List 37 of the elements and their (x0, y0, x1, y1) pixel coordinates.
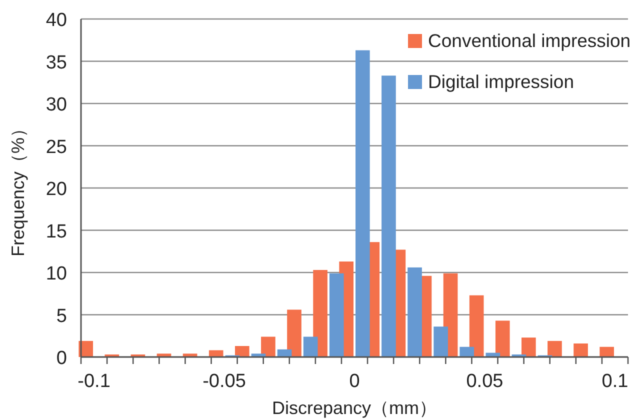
x-tick-label: 0 (349, 371, 360, 392)
y-axis-title: Frequency（%） (8, 119, 28, 257)
bar (408, 267, 422, 357)
x-axis-title: Discrepancy（mm） (272, 398, 438, 418)
bar (287, 310, 302, 357)
x-tick-label: 0.05 (466, 371, 504, 392)
x-tick-label: -0.05 (202, 371, 246, 392)
bar (313, 270, 328, 357)
bar (600, 346, 614, 357)
y-tick-label: 0 (56, 348, 67, 369)
bar (329, 273, 344, 357)
bar (495, 320, 510, 357)
y-tick-label: 25 (46, 136, 67, 158)
bar (469, 295, 484, 357)
bar (382, 76, 396, 357)
bar (460, 346, 474, 357)
bar (208, 350, 224, 357)
legend-label: Digital impression (428, 71, 574, 92)
bar (277, 349, 292, 357)
x-tick-label: -0.1 (78, 371, 110, 392)
bar (356, 50, 370, 357)
x-tick-label: 0.1 (602, 371, 628, 392)
bar (261, 336, 276, 357)
y-tick-label: 10 (46, 264, 67, 284)
bar (234, 346, 250, 357)
bar (434, 326, 448, 357)
bar (574, 343, 588, 357)
bar (548, 340, 562, 357)
bar (303, 336, 318, 357)
legend-label: Conventional impression (428, 30, 631, 51)
y-tick-label: 35 (46, 52, 67, 74)
bar (522, 338, 536, 357)
y-tick-label: 15 (46, 221, 67, 242)
y-tick-label: 40 (46, 10, 67, 31)
y-tick-label: 30 (46, 94, 67, 116)
y-tick-label: 20 (46, 179, 67, 200)
y-tick-label: 5 (56, 306, 67, 327)
